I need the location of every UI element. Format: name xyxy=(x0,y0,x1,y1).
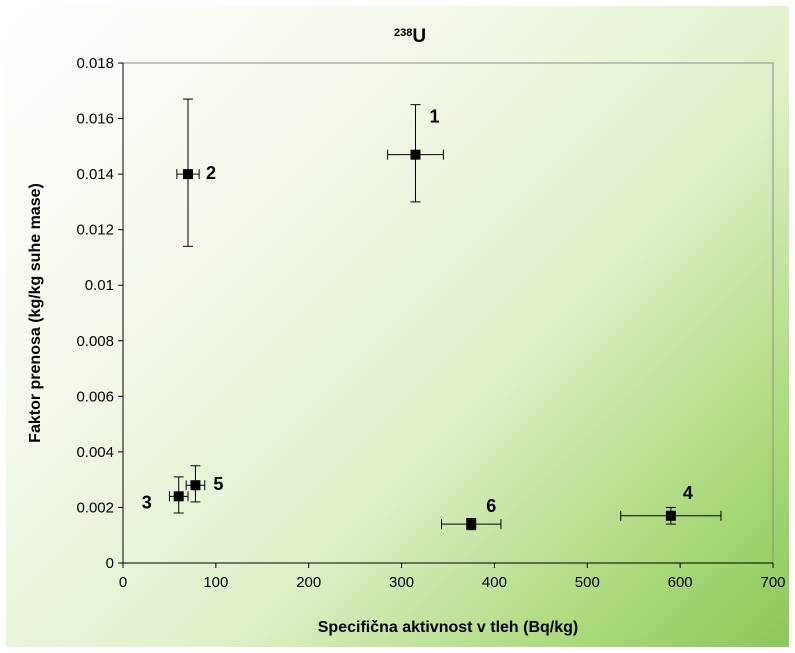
marker-4 xyxy=(665,510,676,521)
x-tick-label-4: 400 xyxy=(482,574,507,591)
y-tick-label-6: 0.012 xyxy=(76,222,114,239)
data-marks: 1 2 3 4 5 6 xyxy=(142,98,722,531)
chart-title: 238U xyxy=(394,26,426,47)
y-tick-label-5: 0.01 xyxy=(85,277,114,294)
x-tick-label-5: 500 xyxy=(575,574,600,591)
point-label-3: 3 xyxy=(142,492,152,512)
axes: 0 100 200 300 400 500 600 700 0 0.002 0.004 0.006 0.… xyxy=(76,55,785,591)
title-main: U xyxy=(412,26,426,47)
data-point-4: 4 xyxy=(620,483,722,525)
data-point-6: 6 xyxy=(441,496,502,531)
marker-5 xyxy=(190,480,201,491)
marker-3 xyxy=(173,491,184,502)
point-label-6: 6 xyxy=(486,496,496,516)
x-tick-label-3: 300 xyxy=(389,574,414,591)
point-label-5: 5 xyxy=(213,474,223,494)
point-label-2: 2 xyxy=(206,163,216,183)
y-tick-label-9: 0.018 xyxy=(76,55,114,72)
y-tick-label-8: 0.016 xyxy=(76,111,114,128)
point-label-1: 1 xyxy=(430,107,440,127)
data-point-5: 5 xyxy=(185,465,223,503)
point-label-4: 4 xyxy=(683,483,693,503)
y-tick-label-7: 0.014 xyxy=(76,166,114,183)
x-tick-label-0: 0 xyxy=(119,574,127,591)
marker-6 xyxy=(466,519,477,530)
marker-2 xyxy=(183,169,193,180)
x-tick-label-6: 600 xyxy=(668,574,693,591)
x-tick-label-2: 200 xyxy=(296,574,321,591)
chart-frame xyxy=(6,6,789,647)
x-axis-label: Specifična aktivnost v tleh (Bq/kg) xyxy=(318,619,579,636)
y-tick-label-3: 0.006 xyxy=(76,388,114,405)
y-tick-label-0: 0 xyxy=(106,555,114,572)
x-tick-label-1: 100 xyxy=(203,574,228,591)
data-point-3: 3 xyxy=(142,476,189,514)
data-point-1: 1 xyxy=(387,104,444,203)
marker-1 xyxy=(410,149,421,160)
y-tick-label-1: 0.002 xyxy=(76,499,114,516)
title-superscript: 238 xyxy=(394,27,412,39)
x-tick-label-7: 700 xyxy=(760,574,785,591)
y-axis-label: Faktor prenosa (kg/kg suhe mase) xyxy=(27,183,44,443)
y-tick-label-4: 0.008 xyxy=(76,333,114,350)
data-point-2: 2 xyxy=(176,98,216,247)
y-tick-label-2: 0.004 xyxy=(76,444,114,461)
